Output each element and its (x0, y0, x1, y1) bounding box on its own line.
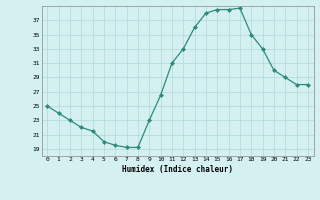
X-axis label: Humidex (Indice chaleur): Humidex (Indice chaleur) (122, 165, 233, 174)
